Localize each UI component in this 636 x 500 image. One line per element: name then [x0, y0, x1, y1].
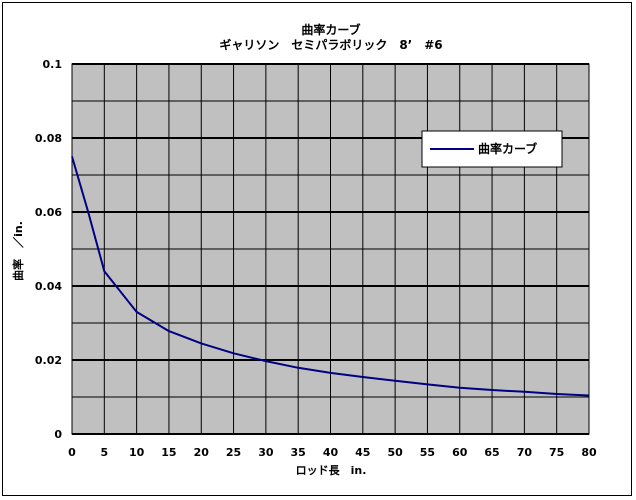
x-tick-label: 20 — [194, 446, 210, 459]
y-tick-label: 0.08 — [35, 132, 62, 145]
x-tick-label: 80 — [581, 446, 597, 459]
x-tick-label: 55 — [420, 446, 435, 459]
y-tick-label: 0.06 — [35, 206, 62, 219]
x-tick-label: 75 — [549, 446, 564, 459]
x-tick-label: 30 — [258, 446, 274, 459]
chart-title: 曲率カーブ — [301, 22, 360, 37]
legend: 曲率カーブ — [421, 130, 563, 168]
y-tick-label: 0.04 — [35, 280, 62, 293]
x-tick-label: 40 — [323, 446, 339, 459]
legend-label: 曲率カーブ — [478, 141, 537, 156]
x-tick-label: 5 — [100, 446, 108, 459]
x-tick-label: 70 — [517, 446, 533, 459]
x-tick-label: 60 — [452, 446, 468, 459]
x-axis-label: ロッド長 in. — [296, 464, 367, 477]
series-lines — [71, 156, 590, 397]
x-tick-label: 10 — [129, 446, 145, 459]
x-tick-label: 25 — [226, 446, 241, 459]
x-tick-label: 45 — [355, 446, 370, 459]
y-tick-label: 0.1 — [43, 58, 63, 71]
x-tick-label: 15 — [161, 446, 176, 459]
x-tick-label: 35 — [291, 446, 306, 459]
series-line — [71, 156, 590, 397]
plot-border — [71, 63, 590, 435]
x-tick-label: 65 — [484, 446, 499, 459]
chart-subtitle: ギャリソン セミパラボリック 8’ #6 — [219, 37, 442, 52]
x-tick-label: 50 — [387, 446, 403, 459]
y-tick-label: 0.02 — [35, 354, 62, 367]
y-axis-label: 曲率 ／in. — [11, 221, 25, 281]
y-tick-label: 0 — [54, 428, 62, 441]
x-tick-label: 0 — [68, 446, 76, 459]
tick-labels: 0 5 10 15 20 25 30 35 40 45 50 55 60 65 70 75 80 0 0.02 0.0… — [35, 58, 597, 459]
